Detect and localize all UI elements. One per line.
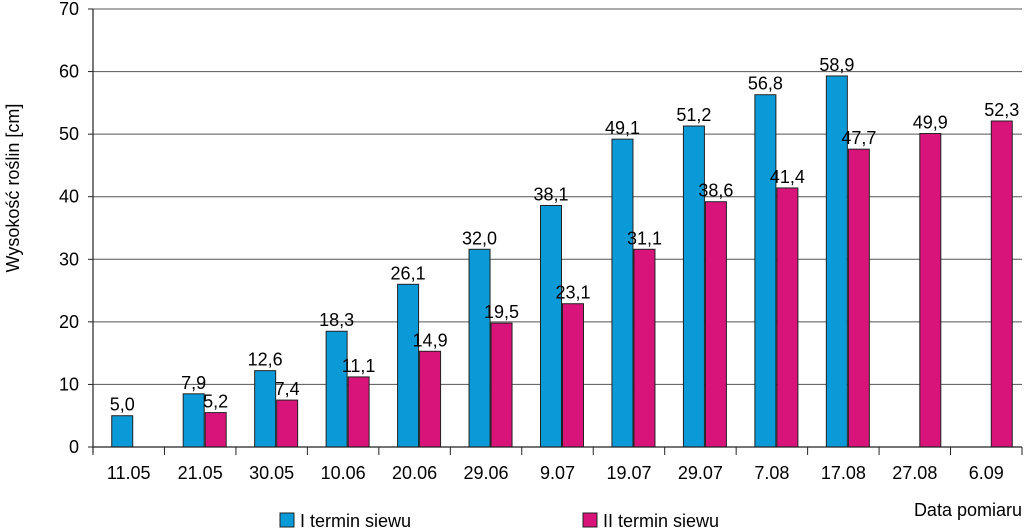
data-label-series-1: 49,1 xyxy=(605,118,640,138)
y-tick-label: 10 xyxy=(59,374,79,394)
x-tick-label: 9.07 xyxy=(540,463,575,483)
data-labels: 5,0 7,9 12,6 18,3 26,1 32,0 38,1 49,1 51,2 56,8 58… xyxy=(110,55,1020,415)
data-label-series-1: 58,9 xyxy=(819,55,854,75)
y-tick-label: 40 xyxy=(59,187,79,207)
bar-series-1 xyxy=(397,283,420,448)
bar-series-2 xyxy=(633,248,656,448)
data-label-series-2: 14,9 xyxy=(413,330,448,350)
data-label-series-2: 38,6 xyxy=(698,181,733,201)
x-tick-label: 11.05 xyxy=(107,463,151,483)
data-label-series-1: 18,3 xyxy=(319,310,354,330)
axes: 0 10 20 30 40 50 60 70 11.05 21.05 30.05 10.06 20.06… xyxy=(59,0,1023,483)
data-label-series-2: 49,9 xyxy=(913,113,948,133)
data-label-series-2: 52,3 xyxy=(984,100,1019,120)
y-tick-label: 60 xyxy=(59,62,79,82)
bar-series-2 xyxy=(347,376,370,448)
data-label-series-1: 38,1 xyxy=(533,184,568,204)
bar-series-1 xyxy=(682,125,705,448)
x-tick-label: 20.06 xyxy=(392,463,437,483)
bar-series-1 xyxy=(468,248,491,448)
bar-series-2 xyxy=(990,120,1013,448)
x-tick-label: 19.07 xyxy=(606,463,651,483)
data-label-series-2: 23,1 xyxy=(555,283,590,303)
bar-series-2 xyxy=(490,322,513,448)
x-tick-label: 6.09 xyxy=(969,463,1004,483)
data-label-series-2: 41,4 xyxy=(770,167,805,187)
y-tick-label: 70 xyxy=(59,0,79,19)
x-axis-title: Data pomiaru xyxy=(914,500,1022,520)
y-tick-label: 20 xyxy=(59,312,79,332)
bar-series-1 xyxy=(754,94,777,448)
legend-swatch-series-2 xyxy=(582,512,598,528)
bar-series-1 xyxy=(254,370,277,448)
data-label-series-1: 56,8 xyxy=(748,74,783,94)
y-tick-label: 0 xyxy=(69,437,79,457)
bar-series-2 xyxy=(276,399,299,448)
bar-series-2 xyxy=(562,303,584,448)
bar-series-1 xyxy=(540,204,562,448)
y-tick-label: 30 xyxy=(59,249,79,269)
data-label-series-2: 47,7 xyxy=(841,128,876,148)
data-label-series-1: 51,2 xyxy=(676,105,711,125)
bar-series-1 xyxy=(611,138,634,448)
x-tick-label: 29.06 xyxy=(464,463,509,483)
data-label-series-2: 31,1 xyxy=(627,228,662,248)
bar-series-1 xyxy=(182,393,205,448)
bars xyxy=(111,75,1013,448)
legend-label-series-1: I termin siewu xyxy=(300,511,411,531)
bar-series-2 xyxy=(419,350,442,448)
bar-series-2 xyxy=(919,133,942,448)
x-tick-label: 27.08 xyxy=(892,463,937,483)
bar-series-2 xyxy=(776,187,799,448)
legend-label-series-2: II termin siewu xyxy=(603,511,719,531)
data-label-series-1: 5,0 xyxy=(110,395,135,415)
x-tick-label: 29.07 xyxy=(678,463,723,483)
y-axis-title: Wysokość roślin [cm] xyxy=(3,104,23,273)
data-label-series-1: 32,0 xyxy=(462,228,497,248)
data-label-series-1: 26,1 xyxy=(391,263,426,283)
bar-series-1 xyxy=(111,415,134,448)
legend: I termin siewu II termin siewu xyxy=(279,511,719,531)
bar-series-2 xyxy=(704,201,727,448)
y-tick-label: 50 xyxy=(59,124,79,144)
data-label-series-2: 19,5 xyxy=(484,302,519,322)
data-label-series-1: 12,6 xyxy=(248,350,283,370)
data-label-series-1: 7,9 xyxy=(181,373,206,393)
legend-swatch-series-1 xyxy=(279,512,295,528)
bar-series-1 xyxy=(325,330,348,448)
data-label-series-2: 7,4 xyxy=(275,379,300,399)
x-tick-label: 21.05 xyxy=(178,463,223,483)
x-tick-label: 7.08 xyxy=(754,463,789,483)
bar-series-2 xyxy=(204,412,227,448)
x-tick-label: 30.05 xyxy=(249,463,294,483)
data-label-series-2: 11,1 xyxy=(342,356,376,376)
x-tick-label: 10.06 xyxy=(321,463,366,483)
x-tick-label: 17.08 xyxy=(821,463,866,483)
bar-series-2 xyxy=(847,148,870,448)
data-label-series-2: 5,2 xyxy=(203,392,228,412)
